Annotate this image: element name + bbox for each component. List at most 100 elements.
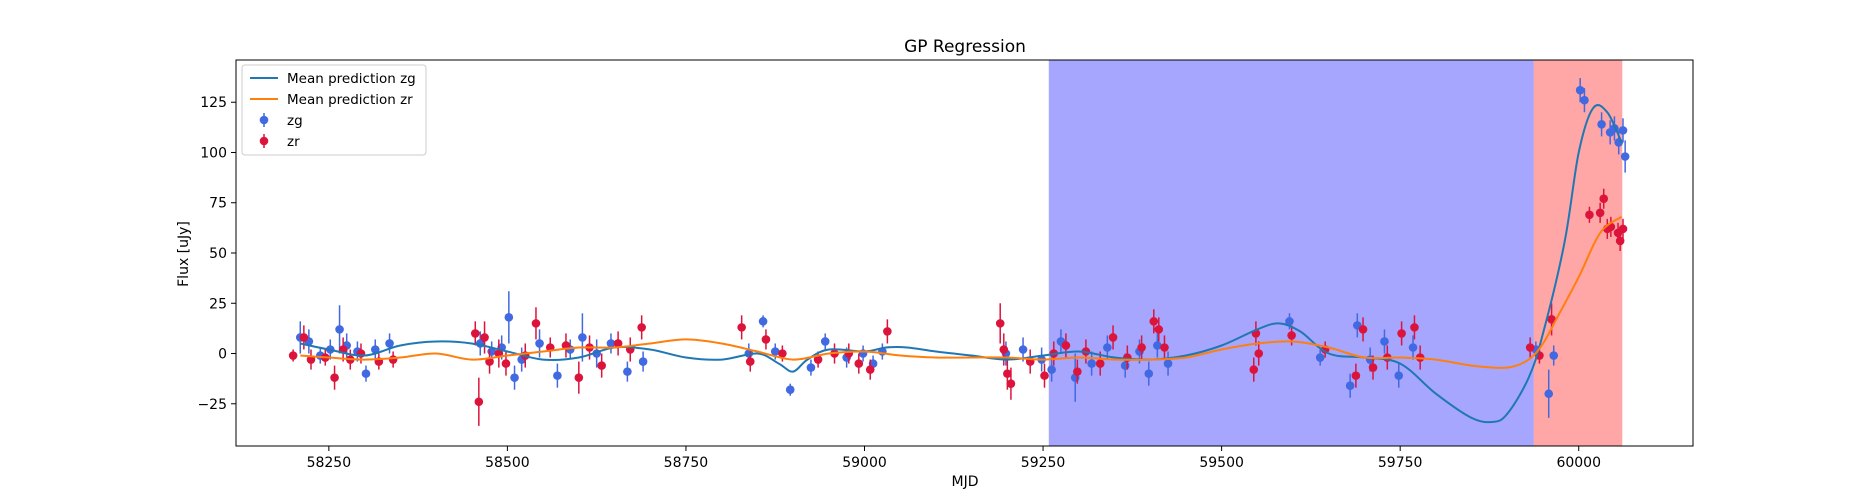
data-point-zg <box>1144 369 1154 378</box>
x-tick-label: 59500 <box>1199 455 1244 471</box>
data-point-zr <box>865 365 875 374</box>
series-zr <box>288 188 1628 426</box>
data-point-zg <box>1153 341 1162 350</box>
data-point-zr <box>1585 210 1594 220</box>
legend-entry-zg: zg <box>259 113 303 129</box>
data-point-zr <box>737 323 746 332</box>
data-point-zr <box>1006 379 1016 388</box>
data-point-zr <box>474 397 484 407</box>
x-tick-label: 59250 <box>1021 455 1066 471</box>
data-point-zr <box>1618 224 1628 234</box>
y-tick-label: 0 <box>218 347 227 363</box>
data-point-zr <box>883 327 892 336</box>
legend-box <box>241 64 427 156</box>
data-point-zg <box>785 385 795 395</box>
data-point-zr <box>501 359 511 368</box>
data-point-zr <box>1095 359 1105 368</box>
data-point-zg <box>1345 381 1355 390</box>
x-tick-label: 58250 <box>307 455 352 471</box>
data-point-zg <box>606 339 616 348</box>
y-tick-label: 25 <box>209 296 227 312</box>
data-point-zr <box>1547 315 1556 324</box>
data-point-zr <box>1040 371 1049 380</box>
data-point-zr <box>1397 329 1406 338</box>
data-point-zg <box>385 339 394 348</box>
data-point-zr <box>531 319 541 328</box>
data-point-zg <box>361 369 371 378</box>
data-point-zg <box>1618 126 1628 135</box>
data-point-zg <box>1047 365 1056 374</box>
data-point-zr <box>330 373 339 382</box>
data-point-zr <box>1410 323 1419 332</box>
data-point-zr <box>470 329 480 338</box>
data-point-zg <box>1087 359 1096 368</box>
data-point-zg <box>1580 95 1589 105</box>
y-tick-label: −25 <box>197 397 227 413</box>
legend-label: Mean prediction zg <box>287 71 416 87</box>
data-point-zg <box>504 313 514 322</box>
data-point-zr <box>1368 363 1378 372</box>
legend-label: Mean prediction zr <box>287 92 413 108</box>
legend-entry-mean-prediction-zr: Mean prediction zr <box>250 92 413 108</box>
data-point-zg <box>758 317 768 326</box>
data-point-zg <box>623 367 632 376</box>
plot-area <box>288 60 1630 446</box>
x-tick-label: 59000 <box>842 455 887 471</box>
y-tick-label: 75 <box>209 196 227 212</box>
data-point-zr <box>1073 367 1082 376</box>
data-point-zr <box>388 355 398 364</box>
data-point-zr <box>1160 343 1169 352</box>
data-point-zg <box>1315 353 1325 362</box>
data-point-zr <box>574 373 584 382</box>
data-point-zr <box>1154 325 1164 334</box>
axes: 58250 58500 58750 59000 59250 59500 59750 60000… <box>197 59 1694 471</box>
y-tick-label: 50 <box>209 246 227 262</box>
data-point-zg <box>1103 343 1112 352</box>
x-tick-label: 58750 <box>664 455 709 471</box>
data-point-zr <box>778 349 787 358</box>
data-point-zr <box>1287 331 1296 340</box>
data-point-zr <box>1149 317 1159 326</box>
shaded-region-1 <box>1048 60 1534 446</box>
data-point-zg <box>638 357 648 366</box>
data-point-zg <box>1163 359 1173 368</box>
legend: Mean prediction zg Mean prediction zr zg zr <box>241 64 427 156</box>
data-point-zr <box>854 359 864 368</box>
shaded-region-2 <box>1533 60 1623 446</box>
legend-entry-zr: zr <box>259 134 300 150</box>
data-point-zr <box>1003 369 1012 378</box>
data-point-zr <box>999 345 1009 354</box>
x-tick-label: 59750 <box>1378 455 1423 471</box>
data-point-zg <box>1575 85 1585 95</box>
x-tick-label: 60000 <box>1556 455 1601 471</box>
data-point-zg <box>1394 371 1404 380</box>
data-point-zg <box>820 337 830 346</box>
data-point-zr <box>745 357 755 366</box>
data-point-zr <box>1254 349 1264 358</box>
data-point-zr <box>1351 371 1361 380</box>
data-point-zr <box>288 351 298 360</box>
data-point-zg <box>806 363 816 372</box>
line-mean-prediction-zg <box>300 104 1623 424</box>
data-point-zr <box>1061 341 1071 350</box>
data-point-zr <box>1108 333 1118 342</box>
legend-entry-mean-prediction-zg: Mean prediction zg <box>250 71 416 87</box>
x-tick-label: 58500 <box>485 455 530 471</box>
data-point-zr <box>995 319 1005 328</box>
data-point-zr <box>637 323 646 332</box>
data-point-zr <box>761 335 771 344</box>
line-mean-prediction-zr <box>300 215 1623 369</box>
data-point-zr <box>597 361 606 370</box>
data-point-zr <box>613 339 623 348</box>
data-point-zg <box>1380 337 1389 346</box>
data-point-zg <box>1549 351 1559 360</box>
y-tick-label: 100 <box>200 145 227 161</box>
data-point-zr <box>1358 325 1368 334</box>
data-point-zg <box>1285 317 1294 326</box>
legend-swatch-marker <box>259 136 269 146</box>
data-point-zg <box>1018 345 1028 354</box>
data-point-zg <box>1544 389 1554 399</box>
data-point-zr <box>1249 365 1259 374</box>
x-axis-label: MJD <box>952 474 979 490</box>
